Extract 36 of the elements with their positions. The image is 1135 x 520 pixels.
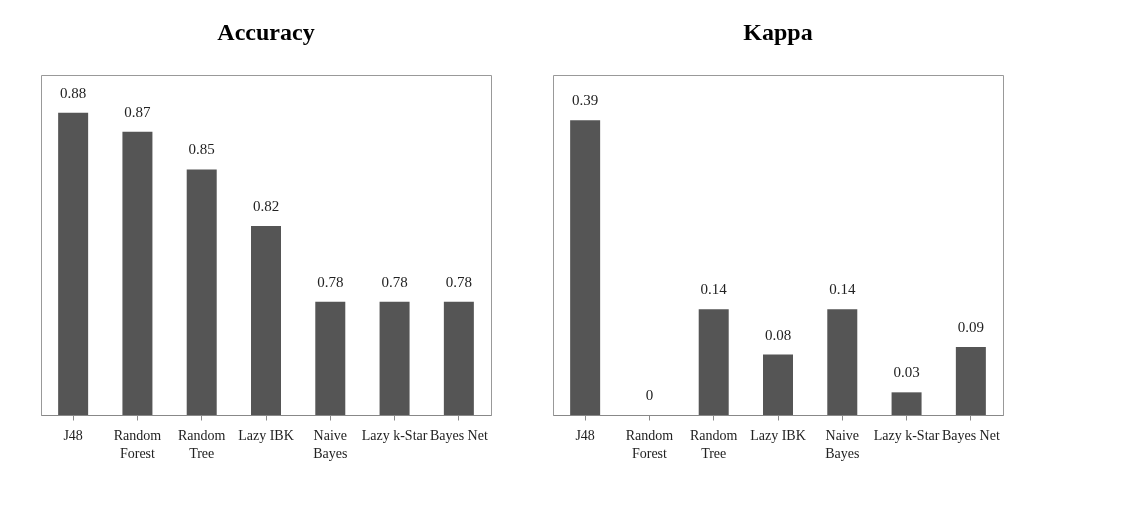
bar (827, 309, 858, 415)
bar (955, 347, 986, 415)
data-label: 0.78 (381, 273, 408, 290)
x-tick-label: Random Forest (625, 427, 674, 461)
data-label: 0.82 (252, 198, 280, 215)
data-label: 0.87 (124, 103, 152, 120)
data-label: 0.85 (188, 141, 215, 158)
x-tick-label: Lazy IBK (238, 427, 294, 443)
data-label: 0 (645, 387, 654, 403)
x-tick-label: Random Tree (689, 427, 738, 461)
bar (698, 309, 729, 415)
bar (570, 120, 601, 415)
x-tick-label: Naive Bayes (825, 427, 860, 461)
chart-title: Accuracy (217, 19, 315, 45)
data-label: 0.14 (829, 281, 856, 298)
x-tick-label: Lazy k-Star (361, 427, 428, 443)
data-label: 0.08 (764, 326, 792, 343)
data-label: 0.09 (957, 319, 984, 335)
data-label: 0.14 (700, 281, 728, 298)
x-tick-label: Random Tree (177, 427, 226, 461)
bar (763, 354, 793, 415)
bar (891, 392, 922, 415)
x-tick-label: Lazy IBK (750, 427, 806, 443)
x-tick-label: Bayes Net (941, 427, 1000, 443)
x-tick-label: Random Forest (113, 427, 162, 461)
x-tick-label: J48 (575, 427, 595, 443)
data-label: 0.78 (317, 273, 344, 290)
chart-title: Kappa (743, 19, 813, 45)
x-tick-label: Bayes Net (429, 427, 488, 443)
data-label: 0.03 (893, 364, 920, 381)
x-tick-label: Lazy k-Star (873, 427, 940, 443)
x-tick-label: Naive Bayes (313, 427, 348, 461)
data-label: 0.78 (445, 273, 472, 290)
x-tick-label: J48 (63, 427, 83, 443)
data-label: 0.88 (60, 84, 87, 101)
data-label: 0.39 (572, 92, 599, 109)
